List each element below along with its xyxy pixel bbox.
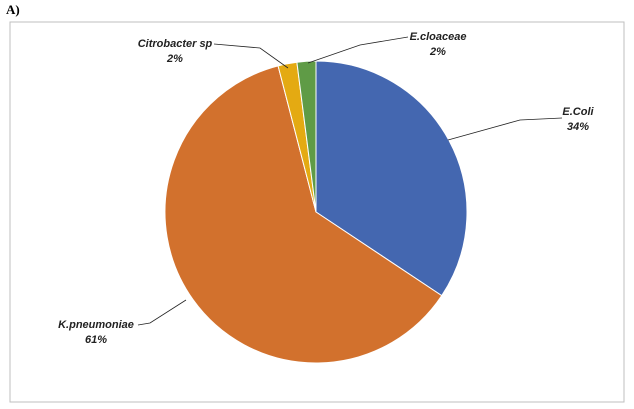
pie-slice — [164, 65, 443, 364]
panel-label: A) — [6, 2, 20, 17]
slice-label: E.Coli — [562, 106, 594, 118]
leader-line — [213, 43, 289, 69]
leader-line — [137, 299, 187, 326]
pie-slice — [296, 60, 317, 213]
slice-value-label: 34% — [567, 121, 589, 133]
slice-value-label: 2% — [166, 53, 183, 65]
slice-label: E.cloaceae — [410, 31, 467, 43]
slice-label: Citrobacter sp — [138, 38, 213, 50]
slice-value-label: 2% — [429, 46, 446, 58]
slice-label: K.pneumoniae — [58, 319, 134, 331]
leader-line — [447, 117, 563, 141]
leader-line — [307, 36, 409, 64]
slice-value-label: 61% — [85, 334, 107, 346]
